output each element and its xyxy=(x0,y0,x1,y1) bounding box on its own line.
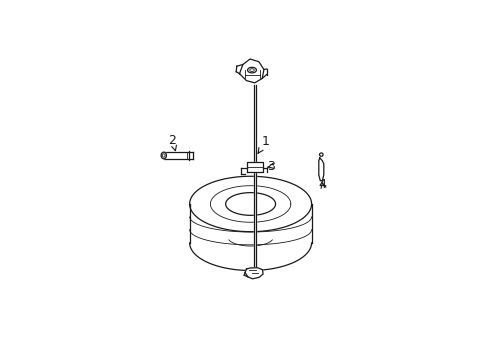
Polygon shape xyxy=(239,59,264,83)
Ellipse shape xyxy=(162,154,165,157)
Polygon shape xyxy=(246,162,263,172)
Polygon shape xyxy=(189,176,311,232)
Polygon shape xyxy=(189,204,311,270)
Text: 2: 2 xyxy=(168,134,176,151)
Polygon shape xyxy=(318,158,323,181)
Polygon shape xyxy=(253,85,255,272)
Text: 3: 3 xyxy=(266,160,274,173)
Polygon shape xyxy=(189,176,311,232)
Text: 1: 1 xyxy=(258,135,269,153)
Polygon shape xyxy=(225,193,275,215)
Polygon shape xyxy=(161,152,166,159)
Ellipse shape xyxy=(247,67,256,73)
Polygon shape xyxy=(244,268,263,279)
Text: 4: 4 xyxy=(318,178,326,191)
